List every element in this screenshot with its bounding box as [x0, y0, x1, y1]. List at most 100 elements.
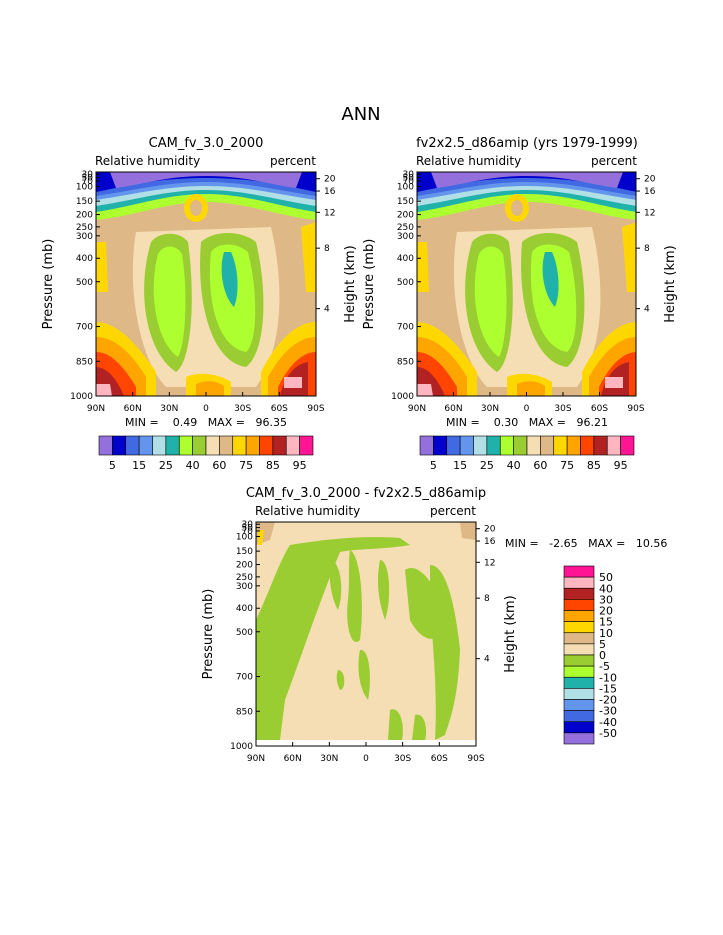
colorbar-label: -20: [599, 694, 617, 707]
height-tick-label: 4: [324, 305, 330, 315]
pressure-tick-label: 300: [236, 582, 253, 592]
units-label: percent: [591, 154, 637, 168]
pressure-tick-label: 250: [397, 223, 414, 233]
colorbar-label: 85: [587, 459, 601, 472]
colorbar-label: 75: [239, 459, 253, 472]
height-tick-label: 20: [484, 525, 496, 535]
colorbar-swatch: [563, 676, 595, 689]
colorbar-label: 60: [533, 459, 547, 472]
colorbar: 5 15 25 40 60 75 85 95: [98, 435, 314, 472]
colorbar-swatch: [563, 599, 595, 611]
pressure-tick-label: 850: [76, 357, 93, 367]
colorbar-label: 25: [159, 459, 173, 472]
colorbar-label: -15: [599, 682, 617, 695]
height-tick-label: 4: [484, 655, 490, 665]
height-tick-label: 8: [484, 594, 490, 604]
stats-label: MIN = 0.49 MAX = 96.35: [125, 416, 287, 429]
height-tick-label: 20: [324, 175, 336, 185]
lat-tick-label: 90S: [627, 404, 644, 414]
colorbar-label: 15: [132, 459, 146, 472]
colorbar-swatch: [205, 435, 220, 456]
colorbar-label: 95: [293, 459, 307, 472]
panel-observed: fv2x2.5_d86amip (yrs 1979-1999) Relative…: [362, 136, 678, 472]
pressure-tick-label: 850: [236, 707, 253, 717]
lat-tick-label: 30N: [481, 404, 499, 414]
colorbar-swatch: [566, 435, 581, 456]
colorbar-swatch: [419, 435, 434, 456]
units-label: percent: [430, 504, 476, 518]
lat-tick-label: 0: [363, 754, 369, 764]
lat-tick-label: 90N: [247, 754, 265, 764]
stats-label: MIN = -2.65 MAX = 10.56: [505, 537, 667, 550]
pressure-tick-label: 70: [82, 177, 94, 187]
colorbar-swatch: [433, 435, 448, 456]
pressure-tick-label: 70: [403, 177, 415, 187]
height-tick-label: 16: [644, 187, 656, 197]
colorbar-label: -30: [599, 705, 617, 718]
colorbar-label: 15: [599, 616, 613, 629]
lat-tick-label: 60S: [431, 754, 448, 764]
colorbar-swatch: [563, 610, 595, 622]
colorbar-swatch: [593, 435, 608, 456]
colorbar-swatch: [165, 435, 180, 456]
height-tick-label: 4: [644, 305, 650, 315]
colorbar: 5 15 25 40 60 75 85 95: [419, 435, 635, 472]
pressure-tick-label: 70: [242, 527, 254, 537]
pressure-tick-label: 30: [403, 170, 415, 180]
colorbar-label: 5: [599, 638, 606, 651]
lat-tick-label: 30S: [394, 754, 411, 764]
pressure-tick-label: 200: [397, 211, 414, 221]
colorbar-swatch: [192, 435, 207, 456]
colorbar-swatch: [446, 435, 461, 456]
colorbar-swatch: [563, 632, 595, 645]
pressure-tick-label: 250: [236, 573, 253, 583]
pressure-tick-label: 200: [236, 561, 253, 571]
colorbar-label: 5: [109, 459, 116, 472]
pressure-tick-label: 500: [76, 278, 93, 288]
colorbar-label: -40: [599, 716, 617, 729]
lat-tick-label: 90N: [87, 404, 105, 414]
pressure-tick-label: 30: [82, 170, 94, 180]
height-tick-label: 16: [324, 187, 336, 197]
pressure-tick-label: 250: [76, 223, 93, 233]
colorbar-label: 85: [266, 459, 280, 472]
lat-tick-label: 30N: [160, 404, 178, 414]
height-tick-label: 8: [324, 244, 330, 254]
colorbar-swatch: [620, 435, 635, 456]
colorbar-swatch: [486, 435, 501, 456]
panel-title: CAM_fv_3.0_2000 - fv2x2.5_d86amip: [246, 486, 486, 501]
colorbar-label: -5: [599, 660, 610, 673]
pressure-tick-label: 1000: [391, 392, 414, 402]
colorbar-swatch: [580, 435, 595, 456]
lat-tick-label: 30N: [320, 754, 338, 764]
colorbar-label: 40: [599, 582, 613, 595]
colorbar-label: -10: [599, 671, 617, 684]
colorbar-swatch: [98, 435, 113, 456]
colorbar-swatch: [178, 435, 193, 456]
colorbar-swatch: [473, 435, 488, 456]
lat-tick-label: 90S: [307, 404, 324, 414]
colorbar-swatch: [563, 621, 595, 634]
pressure-tick-label: 150: [236, 547, 253, 557]
colorbar-swatch: [563, 721, 595, 734]
pressure-tick-label: 100: [76, 183, 93, 193]
lat-tick-label: 30S: [554, 404, 571, 414]
lat-tick-label: 0: [203, 404, 209, 414]
height-tick-label: 20: [644, 175, 656, 185]
y2-axis-label: Height (km): [503, 595, 518, 672]
pressure-tick-label: 500: [397, 278, 414, 288]
lat-tick-label: 60S: [271, 404, 288, 414]
variable-label: Relative humidity: [95, 154, 200, 168]
colorbar-swatch: [272, 435, 287, 456]
colorbar-label: 75: [560, 459, 574, 472]
y-axis-label: Pressure (mb): [201, 589, 216, 680]
colorbar-label: 50: [599, 571, 613, 584]
pressure-tick-label: 200: [76, 211, 93, 221]
height-tick-label: 12: [484, 558, 495, 568]
colorbar-swatch: [563, 587, 595, 600]
lat-tick-label: 30S: [234, 404, 251, 414]
lat-tick-label: 90S: [467, 754, 484, 764]
contour-plot: [96, 172, 316, 396]
